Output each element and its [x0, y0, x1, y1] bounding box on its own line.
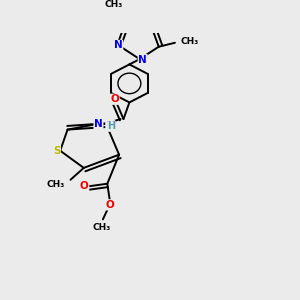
- Text: CH₃: CH₃: [105, 0, 123, 9]
- Text: N: N: [106, 121, 115, 130]
- Text: N: N: [94, 119, 103, 129]
- Text: CH₃: CH₃: [92, 223, 110, 232]
- Text: S: S: [53, 146, 60, 156]
- Text: N: N: [138, 55, 147, 65]
- Text: O: O: [80, 182, 89, 191]
- Text: CH₃: CH₃: [46, 180, 64, 189]
- Text: N: N: [114, 40, 123, 50]
- Text: O: O: [110, 94, 119, 104]
- Text: CH₃: CH₃: [181, 37, 199, 46]
- Text: O: O: [106, 200, 115, 210]
- Text: H: H: [107, 122, 116, 131]
